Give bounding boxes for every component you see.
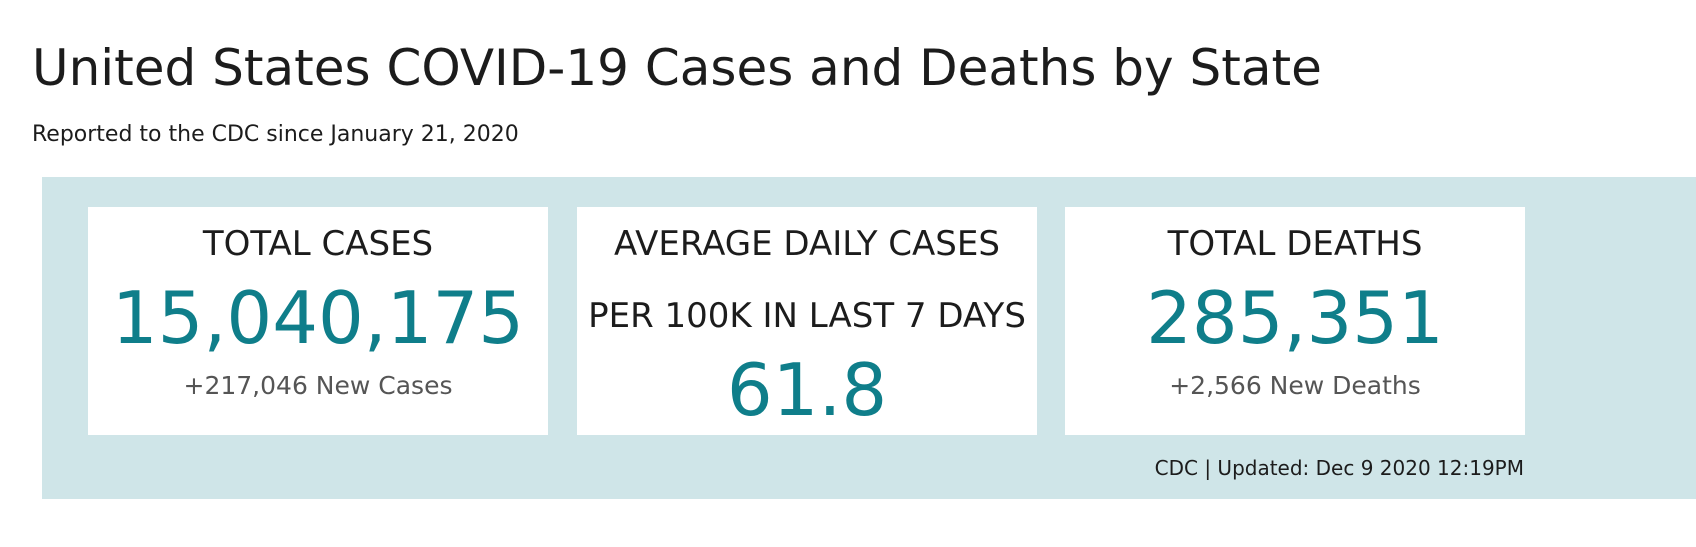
average-daily-cases-card: AVERAGE DAILY CASES PER 100K IN LAST 7 D…	[577, 207, 1037, 435]
summary-panel: TOTAL CASES 15,040,175 +217,046 New Case…	[42, 177, 1696, 499]
total-cases-label: TOTAL CASES	[202, 224, 434, 264]
total-cases-value: 15,040,175	[111, 276, 525, 360]
average-daily-cases-sublabel: PER 100K IN LAST 7 DAYS	[588, 296, 1026, 336]
page-title: United States COVID-19 Cases and Deaths …	[32, 39, 1322, 97]
total-deaths-value: 285,351	[1146, 276, 1444, 360]
total-cases-card: TOTAL CASES 15,040,175 +217,046 New Case…	[88, 207, 548, 435]
new-deaths-text: +2,566 New Deaths	[1169, 371, 1421, 400]
average-daily-cases-value: 61.8	[726, 348, 888, 432]
page-subtitle: Reported to the CDC since January 21, 20…	[32, 122, 519, 147]
updated-timestamp: CDC | Updated: Dec 9 2020 12:19PM	[1154, 456, 1524, 480]
new-cases-text: +217,046 New Cases	[183, 371, 453, 400]
total-deaths-card: TOTAL DEATHS 285,351 +2,566 New Deaths	[1065, 207, 1525, 435]
average-daily-cases-label: AVERAGE DAILY CASES	[614, 224, 1000, 264]
total-deaths-label: TOTAL DEATHS	[1167, 224, 1423, 264]
